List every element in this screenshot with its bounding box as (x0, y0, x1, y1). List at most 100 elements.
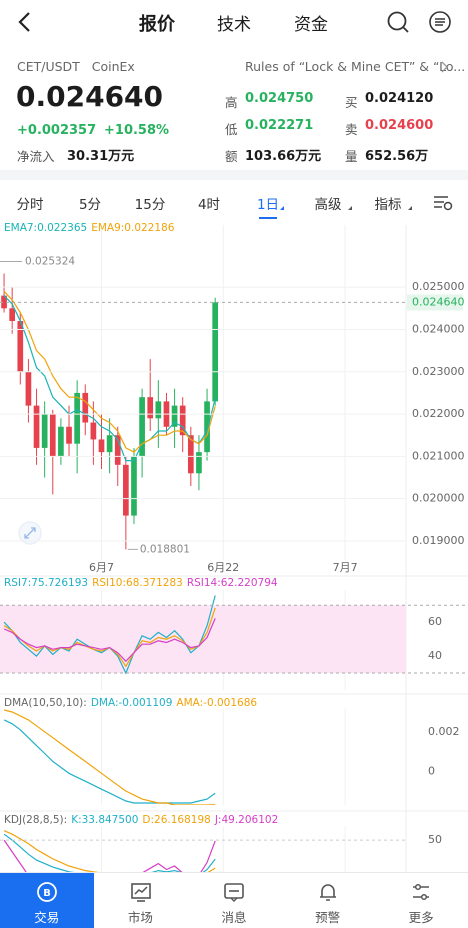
tab-funds[interactable]: 资金 (294, 15, 328, 35)
period-tab[interactable]: 4时 (197, 197, 221, 213)
period-tab[interactable]: 分时 (16, 197, 44, 213)
x-tick-label: 7月7 (333, 561, 358, 574)
section-gap (0, 170, 468, 180)
candle-body (179, 405, 186, 436)
candle-body (171, 405, 178, 427)
dropdown-mark (280, 206, 284, 210)
expand-icon[interactable] (18, 521, 42, 545)
last-price-label: 0.024640 (412, 295, 465, 308)
candle-body (114, 435, 121, 465)
nav-label: 预警 (315, 910, 341, 925)
rules-text: Rules of “Lock & Mine CET” & “Lo... (245, 59, 466, 74)
legend-entry: RSI7:75.726193 (4, 577, 88, 589)
panel (3, 709, 216, 805)
svg-text:B: B (43, 888, 51, 899)
candle-body (139, 397, 145, 457)
dropdown-mark (408, 206, 412, 210)
x-tick-label: 6月7 (89, 561, 114, 574)
period-tab[interactable]: 15分 (134, 197, 166, 213)
stat-label: 买 (345, 95, 358, 110)
series-line (3, 618, 216, 663)
period-tab[interactable]: 5分 (78, 197, 102, 213)
back-button[interactable] (15, 10, 35, 34)
pair-line: CET/USDT CoinEx (17, 59, 135, 74)
stat-label: 高 (225, 95, 238, 110)
nav-item[interactable]: 更多 (374, 873, 468, 928)
stat-label: 量 (345, 149, 358, 164)
nav-label: 交易 (34, 910, 60, 925)
candle-body (90, 422, 97, 440)
nav-label: 市场 (127, 910, 153, 925)
y-tick-label: 40 (428, 649, 442, 662)
nav-item[interactable]: 预警 (281, 873, 375, 928)
nav-label: 消息 (221, 910, 247, 925)
x-tick-label: 6月22 (207, 561, 239, 574)
pair: CET/USDT (17, 59, 80, 74)
settings-button[interactable] (432, 193, 454, 211)
period-tab[interactable]: 指标 (374, 197, 402, 213)
period-tab[interactable]: 1日 (256, 197, 280, 213)
nav-item[interactable]: 消息 (187, 873, 281, 928)
legend-entry: EMA9:0.022186 (91, 222, 175, 234)
candle-body (106, 435, 113, 453)
y-tick-label: 0.020000 (412, 492, 465, 505)
chevron (441, 61, 448, 73)
tab-quote[interactable]: 报价 (139, 14, 175, 35)
candle-body (74, 392, 80, 444)
candle-body (1, 295, 7, 309)
exchange: CoinEx (91, 59, 135, 74)
y-tick-label: 0.025000 (412, 280, 465, 293)
candle-body (49, 414, 56, 457)
nav-icon: B (37, 882, 57, 902)
tab-technical[interactable]: 技术 (217, 15, 251, 35)
stat-value: 103.66万元 (245, 149, 322, 164)
rules-link[interactable]: Rules of “Lock & Mine CET” & “Lo... (245, 59, 465, 74)
last-price: 0.024640 (16, 80, 164, 113)
y-tick-label: 0.024000 (412, 322, 465, 335)
nav-label: 更多 (408, 910, 434, 925)
candle-body (82, 392, 89, 423)
menu-button[interactable] (428, 10, 452, 34)
dropdown-mark (348, 206, 352, 210)
panel-label: KDJ(28,8,5): (4, 814, 67, 826)
period-tab[interactable]: 高级 (314, 197, 342, 213)
legend-entry: DMA:-0.001109 (91, 697, 173, 709)
y-tick-label: 0.021000 (412, 449, 465, 462)
nav-icon (413, 883, 430, 901)
candle-body (131, 456, 137, 516)
extreme-label: 0.018801 (140, 543, 190, 555)
last-price-box (407, 294, 463, 311)
panel-label: DMA(10,50,10): (4, 697, 87, 709)
search-button[interactable] (386, 10, 410, 34)
stat-label: 额 (225, 149, 238, 164)
stat-value: 0.024120 (365, 91, 434, 106)
series-line (3, 295, 216, 462)
y-tick-label: 0.019000 (412, 534, 465, 547)
candle-body (98, 439, 105, 453)
candle-body (41, 414, 48, 448)
y-tick-label: 0.023000 (412, 365, 465, 378)
y-tick-label: 60 (428, 615, 442, 628)
legend-entry: J:49.206102 (214, 814, 278, 826)
legend-entry: K:33.847500 (71, 814, 138, 826)
legend-entry: RSI14:62.220794 (187, 577, 278, 589)
candle-body (196, 452, 202, 474)
inflow-value: 30.31万元 (67, 149, 135, 164)
nav-item[interactable]: 市场 (94, 873, 188, 928)
extreme-label: 0.025324 (25, 255, 75, 267)
candle-body (66, 426, 72, 444)
tab-underline (259, 217, 277, 219)
nav-item[interactable]: B 交易 (0, 873, 94, 928)
candle-body (58, 426, 64, 457)
series-line (3, 719, 216, 804)
candle-body (204, 401, 210, 453)
candle-body (17, 321, 24, 372)
nav-icon (130, 883, 151, 902)
series-line (3, 830, 216, 873)
nav-icon (224, 883, 244, 902)
candle-body (155, 401, 162, 419)
series-line (3, 290, 216, 453)
nav-icon (319, 884, 336, 901)
stat-value: 652.56万 (365, 149, 429, 164)
